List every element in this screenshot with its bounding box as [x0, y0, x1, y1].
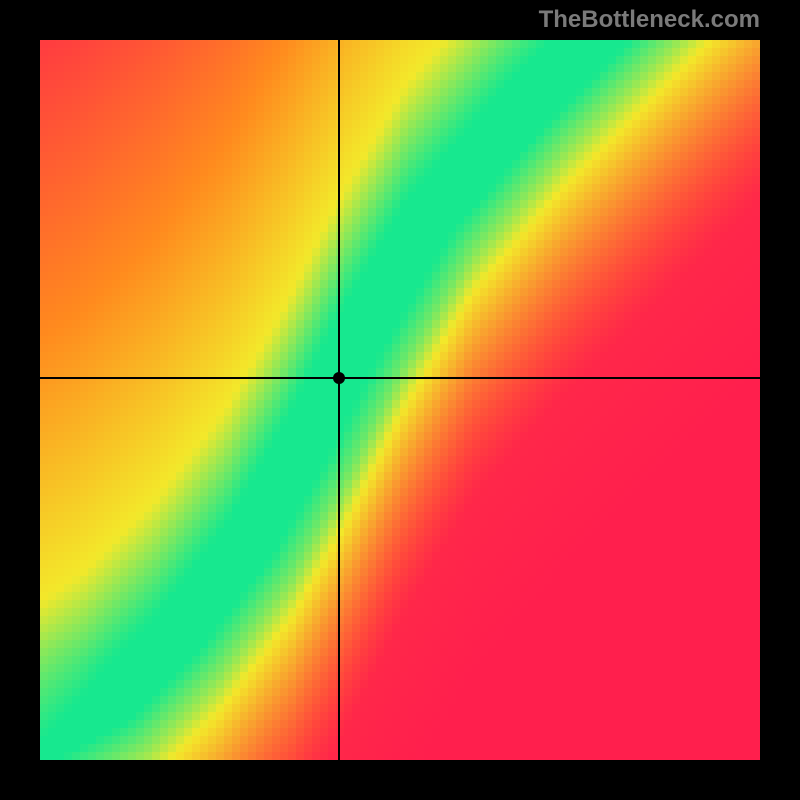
- crosshair-vertical: [338, 40, 340, 760]
- crosshair-marker: [333, 372, 345, 384]
- crosshair-horizontal: [40, 377, 760, 379]
- watermark-text: TheBottleneck.com: [539, 6, 760, 34]
- bottleneck-heatmap: [40, 40, 760, 760]
